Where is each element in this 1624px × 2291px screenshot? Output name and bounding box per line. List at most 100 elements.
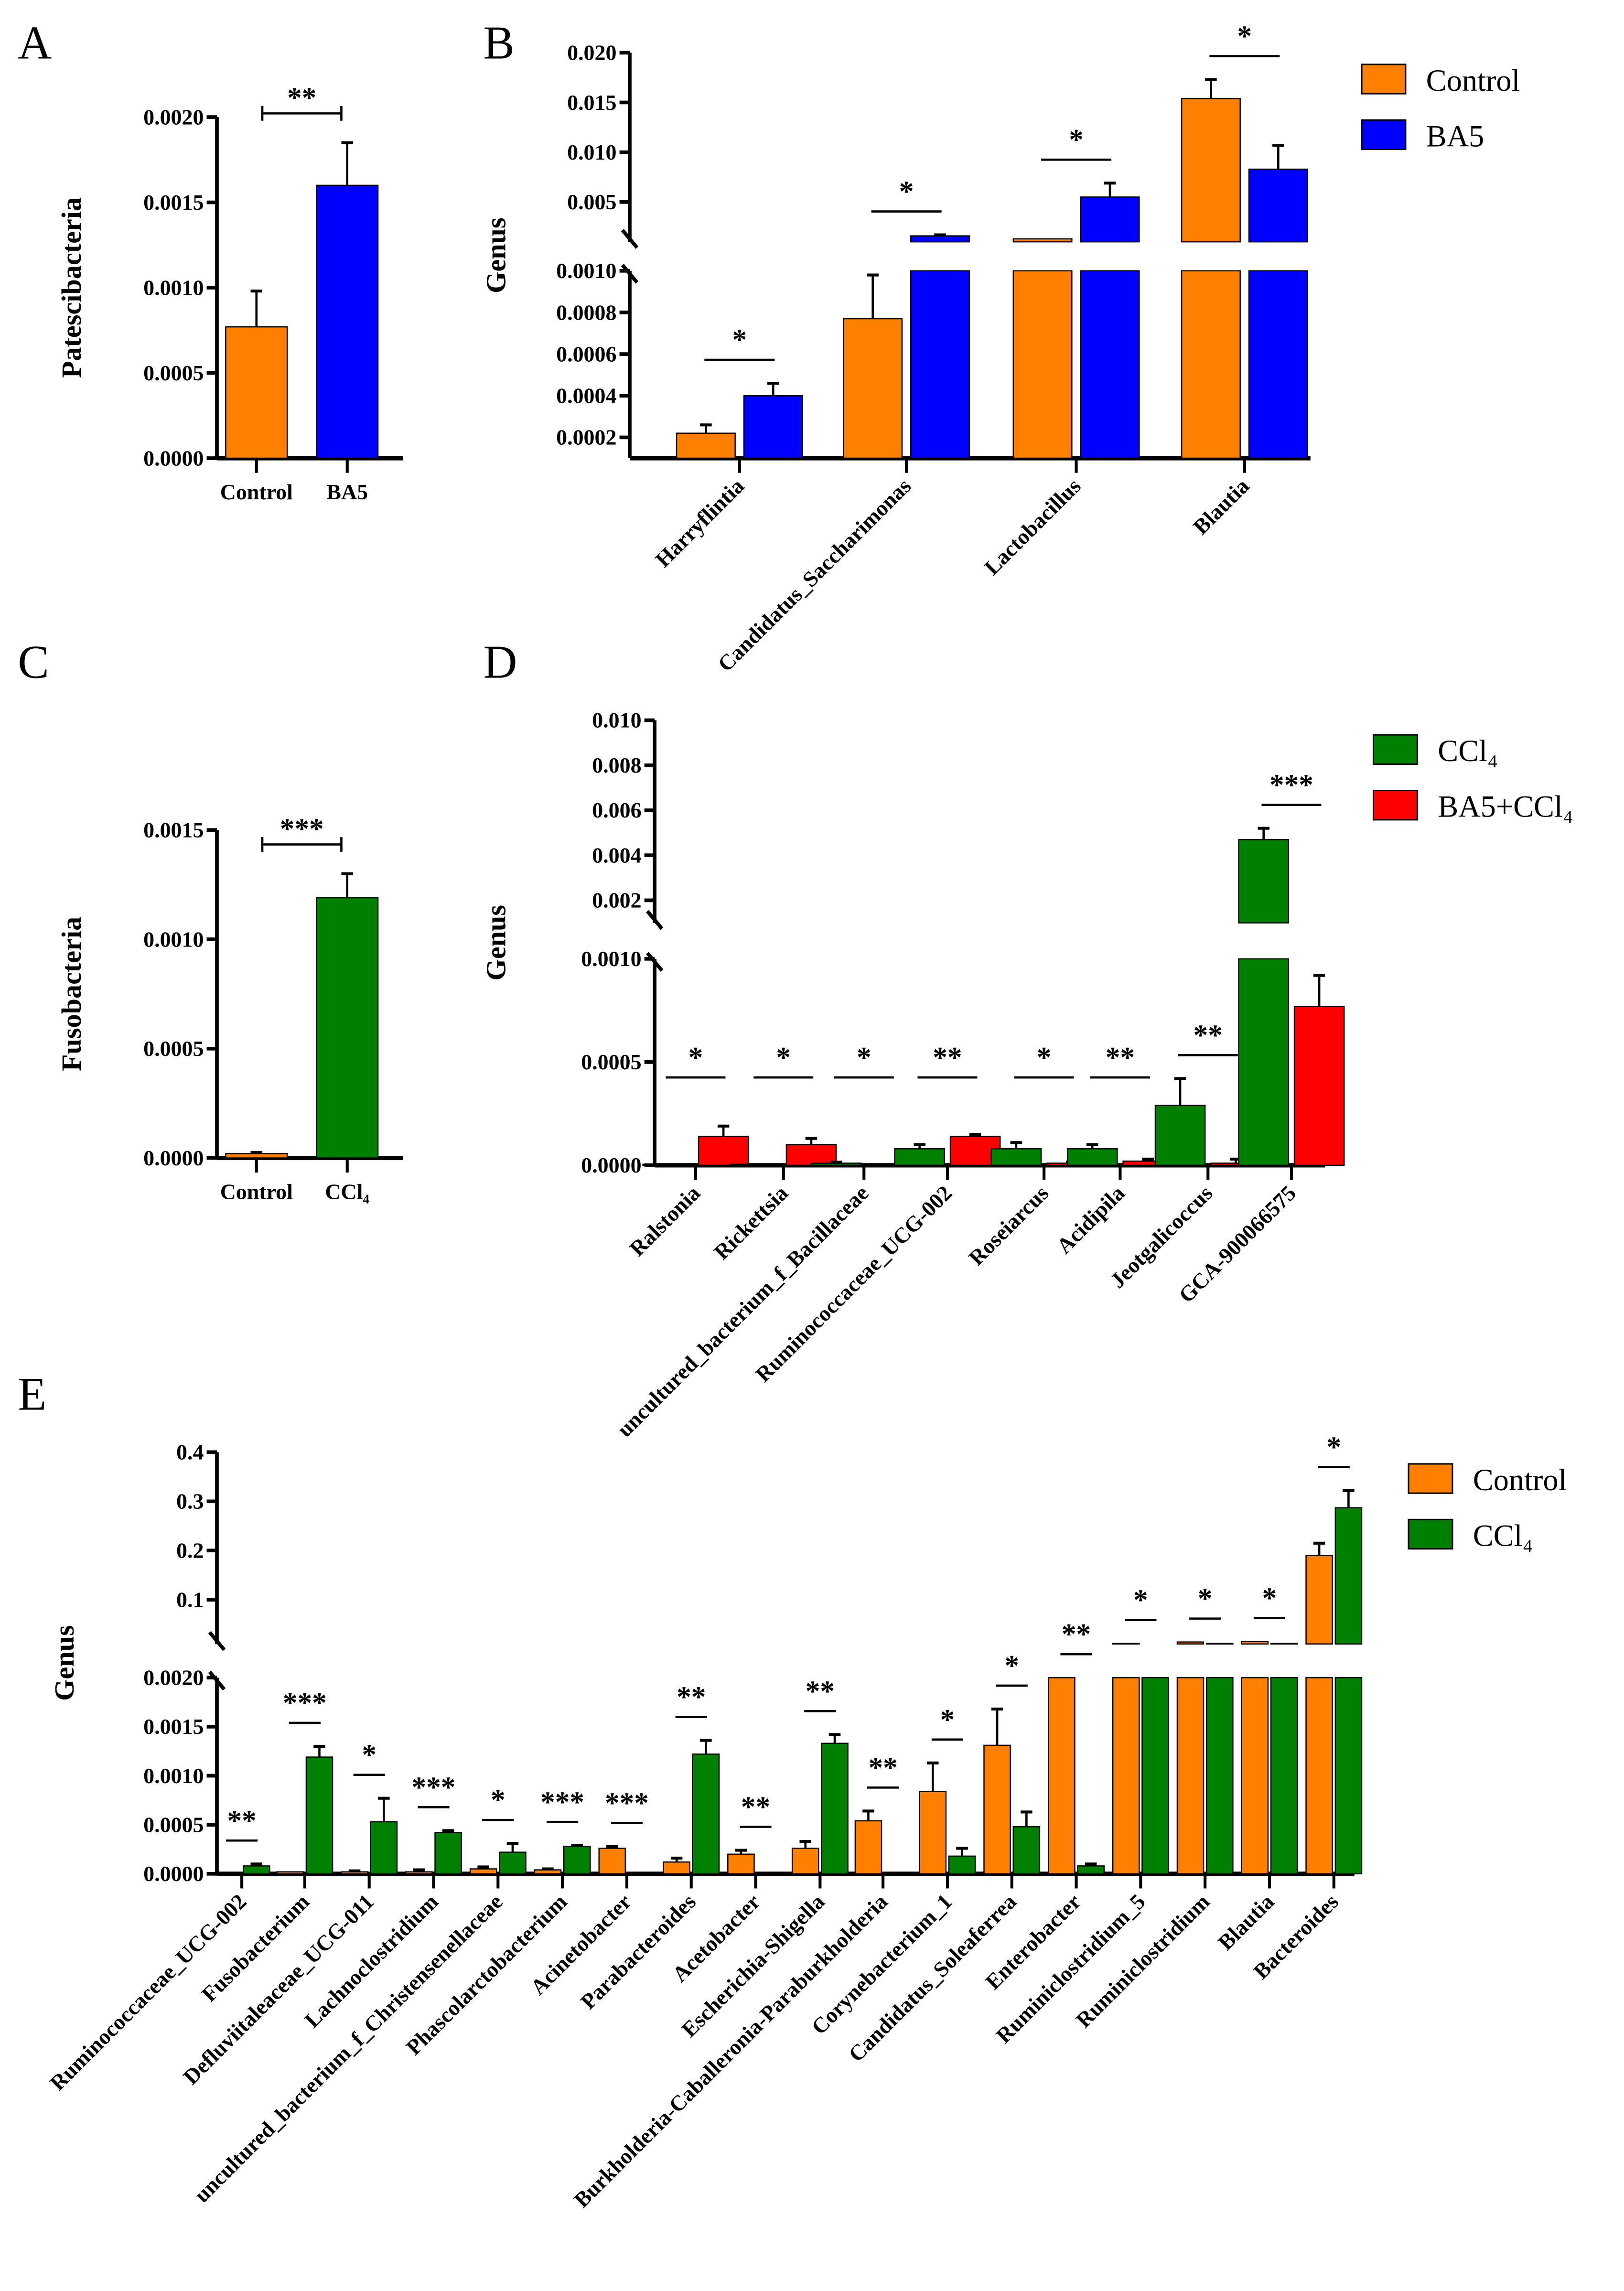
bar-Control-Enterobacter xyxy=(1048,1677,1075,1875)
y-tick-label: 0.015 xyxy=(567,90,616,115)
bar-Control-Blautia xyxy=(1181,270,1241,459)
bar-Control-Lactobacillus xyxy=(1012,238,1073,243)
bar-Control-Corynebacterium_1 xyxy=(919,1791,947,1875)
bar-CCl4-Candidatus_Soleaferrea xyxy=(1012,1826,1041,1875)
bar-CCl4-GCA-900066575 xyxy=(1238,839,1290,924)
y-tick-label: 0.0000 xyxy=(143,446,204,470)
y-tick-label: 0.2 xyxy=(176,1538,204,1563)
bar-value-Control xyxy=(225,326,288,459)
y-tick-label: 0.020 xyxy=(567,41,616,65)
bar-CCl4-Corynebacterium_1 xyxy=(948,1855,976,1875)
bar-Control-Lachnoclostridium xyxy=(405,1871,433,1875)
significance-label: *** xyxy=(540,1786,584,1818)
significance-label: * xyxy=(857,1042,871,1074)
bar-CCl4-GCA-900066575 xyxy=(1238,958,1290,1166)
significance-label: *** xyxy=(280,813,324,845)
bar-BA5-Blautia xyxy=(1248,168,1308,243)
significance-label: ** xyxy=(1194,1019,1223,1052)
y-tick-label: 0.0006 xyxy=(556,342,616,366)
y-tick-label: 0.0005 xyxy=(143,1812,204,1837)
bar-BA5+CCl4-GCA-900066575 xyxy=(1293,1005,1345,1166)
legend-label: Control xyxy=(1473,1463,1567,1497)
significance-label: *** xyxy=(283,1687,327,1719)
legend-label: BA5 xyxy=(1426,119,1484,153)
significance-label: ** xyxy=(933,1042,962,1074)
bar-Control-Fusobacterium xyxy=(276,1871,304,1875)
y-tick-label: 0.010 xyxy=(567,140,616,164)
panel-E: E 0.0000 0.0005 0.0010 0.0015 0.0020 0.1 0.2 0.3… xyxy=(18,1369,1567,2213)
x-tick-label: Ralstonia xyxy=(624,1181,705,1261)
y-tick-label: 0.4 xyxy=(176,1440,204,1464)
bar-CCl4-Ruminiclostridium_5 xyxy=(1141,1677,1169,1875)
panel-B: B 0.0002 0.0004 0.0006 0.0008 0.0010 0.005 0.01… xyxy=(481,18,1520,677)
significance-label: * xyxy=(1326,1431,1341,1463)
x-tick-label: CCl₄ xyxy=(325,1179,369,1204)
bar-BA5-Lactobacillus xyxy=(1080,270,1140,459)
y-tick-label: 0.0000 xyxy=(143,1146,204,1170)
legend-swatch-BA5+CCl4 xyxy=(1372,789,1418,821)
significance-label: ** xyxy=(227,1805,256,1837)
significance-label: * xyxy=(491,1784,505,1817)
significance-label: ** xyxy=(287,82,316,114)
significance-label: ** xyxy=(677,1681,706,1713)
y-tick-label: 0.1 xyxy=(176,1587,204,1612)
significance-label: * xyxy=(1198,1582,1213,1615)
bar-CCl4-Parabacteroides xyxy=(692,1753,720,1875)
bar-CCl4-Bacteroides xyxy=(1334,1677,1363,1875)
y-tick-label: 0.0015 xyxy=(143,818,204,842)
bar-CCl4-Bacteroides xyxy=(1334,1507,1363,1645)
significance-label: * xyxy=(732,324,747,356)
significance-label: *** xyxy=(1269,769,1313,801)
x-tick-label: Roseiarcus xyxy=(964,1181,1053,1270)
bar-CCl4-Blautia xyxy=(1270,1677,1298,1875)
bar-CCl4-Ruminococcaceae_UCG-002 xyxy=(242,1865,270,1875)
bar-Control-Burkholderia-Caballeronia-Paraburkholderia xyxy=(854,1820,882,1875)
bar-CCl4-Enterobacter xyxy=(1077,1865,1105,1875)
x-tick-label: Control xyxy=(220,1179,293,1204)
y-tick-label: 0.008 xyxy=(592,753,641,777)
bar-CCl4-Phascolarctobacterium xyxy=(563,1846,591,1875)
x-tick-label: Control xyxy=(220,480,293,504)
significance-label: * xyxy=(1262,1582,1277,1614)
bar-CCl4-Roseiarcus xyxy=(990,1148,1042,1166)
y-tick-label: 0.006 xyxy=(592,798,641,822)
x-tick-label: uncultured_bacterium_f_Christensenellace… xyxy=(189,1889,507,2207)
bar-CCl4-Ruminiclostridium xyxy=(1205,1677,1234,1875)
legend-label: Control xyxy=(1426,64,1520,97)
panel-D: D 0.0000 0.0005 0.0010 0.002 0.004 0.006 0.008 0… xyxy=(481,637,1574,1442)
significance-label: * xyxy=(899,175,914,208)
significance-label: ** xyxy=(868,1752,897,1784)
axis-break-mark xyxy=(621,264,639,284)
x-tick-label: Acidipila xyxy=(1052,1181,1129,1258)
significance-label: * xyxy=(1133,1584,1148,1616)
bar-Control-Harryflintia xyxy=(676,432,736,459)
y-tick-label: 0.0005 xyxy=(581,1050,641,1074)
y-tick-label: 0.0010 xyxy=(581,947,641,971)
significance-label: ** xyxy=(1062,1618,1091,1651)
bar-Control-Lactobacillus xyxy=(1012,270,1073,459)
y-tick-label: 0.0015 xyxy=(143,1714,204,1739)
bar-Control-Acetobacter xyxy=(727,1853,755,1875)
bar-BA5+CCl4-Ralstonia xyxy=(698,1136,749,1166)
x-tick-label: Rickettsia xyxy=(709,1181,793,1264)
panel-letter: D xyxy=(484,637,517,688)
bar-Control-Ruminiclostridium xyxy=(1176,1641,1205,1645)
y-tick-label: 0.0000 xyxy=(581,1153,641,1177)
legend-label: BA5+CCl₄ xyxy=(1438,790,1573,824)
significance-label: ** xyxy=(806,1675,835,1708)
y-tick-label: 0.0010 xyxy=(143,927,204,951)
bar-value-Control xyxy=(225,1153,288,1159)
bar-Control-Ruminiclostridium_5 xyxy=(1112,1677,1140,1875)
bar-CCl4-Ralstonia xyxy=(642,1163,694,1166)
bar-Control-Candidatus_Soleaferrea xyxy=(983,1744,1011,1875)
y-tick-label: 0.0008 xyxy=(556,300,616,324)
axis-break-mark xyxy=(645,952,664,972)
bar-Control-Blautia xyxy=(1181,97,1241,243)
legend-swatch-Control xyxy=(1361,64,1407,95)
bar-BA5-Candidatus_Saccharimonas xyxy=(910,235,970,243)
y-tick-label: 0.0015 xyxy=(143,190,204,215)
significance-label: * xyxy=(776,1042,791,1074)
axis-break-mark xyxy=(645,910,664,930)
panel-letter: A xyxy=(18,18,52,69)
panel-letter: C xyxy=(18,637,49,688)
